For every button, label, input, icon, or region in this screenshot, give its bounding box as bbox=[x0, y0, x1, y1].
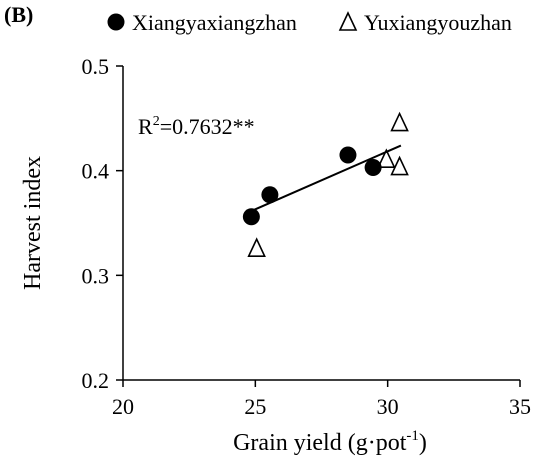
x-axis-title: Grain yield (g·pot-1) bbox=[233, 428, 427, 456]
legend-label-xiangyaxiangzhan: Xiangyaxiangzhan bbox=[132, 10, 297, 35]
y-tick-label: 0.4 bbox=[82, 159, 110, 184]
point-yuxiangyouzhan bbox=[247, 237, 266, 257]
y-tick-label: 0.2 bbox=[82, 368, 110, 393]
point-yuxiangyouzhan bbox=[390, 111, 409, 132]
x-tick-label: 25 bbox=[244, 394, 266, 419]
x-tick-label: 30 bbox=[377, 394, 399, 419]
y-tick-label: 0.5 bbox=[82, 54, 110, 79]
point-xiangyaxiangzhan bbox=[242, 208, 260, 226]
legend: Xiangyaxiangzhan Yuxiangyouzhan bbox=[107, 10, 512, 35]
r-squared-superscript: 2 bbox=[153, 114, 160, 129]
x-axis-title-main: Grain yield (g·pot bbox=[233, 430, 407, 456]
point-xiangyaxiangzhan bbox=[339, 146, 357, 164]
r-squared-value: =0.7632** bbox=[160, 114, 255, 139]
point-xiangyaxiangzhan bbox=[261, 186, 279, 204]
point-yuxiangyouzhan bbox=[390, 155, 409, 176]
x-tick-label: 35 bbox=[509, 394, 531, 419]
y-ticks: 0.2 0.3 0.4 0.5 bbox=[82, 54, 123, 393]
point-xiangyaxiangzhan bbox=[364, 159, 382, 177]
x-ticks: 20 25 30 35 bbox=[112, 380, 531, 419]
axes: 0.2 0.3 0.4 0.5 20 25 30 35 bbox=[82, 54, 532, 419]
y-tick-label: 0.3 bbox=[82, 263, 110, 288]
x-tick-label: 20 bbox=[112, 394, 134, 419]
regression-line bbox=[252, 144, 402, 212]
legend-label-yuxiangyouzhan: Yuxiangyouzhan bbox=[364, 10, 512, 35]
legend-marker-xiangyaxiangzhan bbox=[107, 13, 125, 31]
data-points bbox=[242, 111, 409, 257]
x-axis-title-superscript: -1 bbox=[406, 428, 419, 444]
x-axis-title-end: ) bbox=[419, 430, 427, 456]
r-squared-annotation: R2=0.7632** bbox=[138, 114, 255, 139]
panel-label: (B) bbox=[4, 2, 33, 27]
y-axis-title: Harvest index bbox=[20, 156, 46, 290]
r-squared-prefix: R bbox=[138, 114, 153, 139]
point-yuxiangyouzhan bbox=[377, 148, 396, 168]
legend-marker-yuxiangyouzhan bbox=[338, 11, 358, 31]
